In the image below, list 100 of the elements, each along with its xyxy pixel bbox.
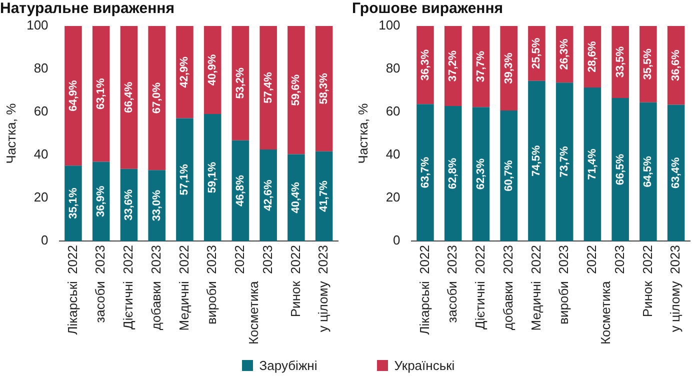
y-tick-label: 20 <box>34 190 48 205</box>
data-label: 42,9% <box>178 56 191 88</box>
x-tick-label: 2023 <box>444 245 460 274</box>
x-tick-label: 2022 <box>176 245 192 274</box>
data-label: 63,7% <box>419 156 432 188</box>
y-axis-title: Частка, % <box>3 102 18 164</box>
chart-title: Грошове вираження <box>352 0 504 18</box>
data-label: 53,2% <box>234 67 246 99</box>
data-label: 40,9% <box>206 54 219 86</box>
y-tick-label: 40 <box>34 146 48 162</box>
x-tick-label: 2022 <box>120 245 136 274</box>
data-label: 64,5% <box>642 156 654 188</box>
y-tick-label: 60 <box>34 104 48 119</box>
data-label: 39,3% <box>502 52 515 84</box>
data-label: 63,1% <box>95 78 108 110</box>
y-tick-label: 100 <box>378 18 400 33</box>
bar <box>232 26 250 140</box>
bar <box>64 166 82 242</box>
x-tick-label: 2023 <box>556 245 572 274</box>
x-tick-label: 2022 <box>640 245 655 274</box>
data-label: 74,5% <box>530 145 543 177</box>
text: Косметика <box>598 280 613 345</box>
bar <box>204 114 222 242</box>
text: Лікарські засоби <box>416 280 460 335</box>
bar <box>556 82 574 242</box>
legend-label: Зарубіжні <box>259 358 318 373</box>
y-tick-label: 80 <box>34 60 48 76</box>
bar <box>612 98 629 242</box>
x-tick-label: 2023 <box>668 245 683 274</box>
x-tick-label: 2023 <box>260 245 275 274</box>
data-label: 62,3% <box>475 158 487 190</box>
data-label: 35,1% <box>67 188 80 219</box>
x-tick-label: 2022 <box>288 245 303 274</box>
x-tick-label: 2022 <box>416 245 432 274</box>
bar <box>260 149 277 242</box>
bar <box>500 110 518 242</box>
data-label: 57,4% <box>262 72 274 104</box>
bar <box>148 26 166 170</box>
data-label: 36,6% <box>670 50 682 81</box>
data-label: 26,3% <box>558 38 571 70</box>
data-label: 36,9% <box>95 186 108 217</box>
bar <box>416 26 434 104</box>
bar <box>528 80 546 242</box>
bar <box>288 26 305 154</box>
data-label: 42,6% <box>262 179 274 211</box>
x-tick-label: 2022 <box>232 245 248 274</box>
bar <box>444 106 462 242</box>
x-tick-label: 2023 <box>204 245 220 274</box>
y-tick-label: 0 <box>41 232 48 248</box>
x-tick-label: 2022 <box>64 245 80 274</box>
x-tick-label: 2023 <box>612 245 627 274</box>
data-label: 37,7% <box>475 50 487 82</box>
y-tick-label: 80 <box>386 60 400 76</box>
bar <box>176 118 194 242</box>
bar <box>315 26 333 152</box>
x-tick-label: 2023 <box>92 245 108 274</box>
bar <box>667 104 685 242</box>
data-label: 71,4% <box>586 148 598 180</box>
bar <box>416 104 434 242</box>
data-label: 41,7% <box>318 180 330 212</box>
y-axis-title: Частка, % <box>355 102 370 164</box>
data-label: 66,4% <box>123 82 135 114</box>
data-label: 33,0% <box>150 190 163 222</box>
bar <box>176 26 194 118</box>
legend-label: Українські <box>394 358 455 373</box>
data-label: 46,8% <box>234 174 246 206</box>
bar <box>92 26 110 162</box>
text: Ринок у цілому <box>640 280 683 332</box>
text: Ринок у цілому <box>288 280 331 332</box>
data-label: 40,4% <box>290 182 302 214</box>
data-label: 66,5% <box>614 154 626 186</box>
data-label: 67,0% <box>150 82 163 114</box>
text: Косметика <box>246 280 261 345</box>
x-tick-label: 2022 <box>472 245 488 274</box>
data-label: 25,5% <box>530 38 543 70</box>
data-label: 60,7% <box>502 160 515 192</box>
data-label: 35,5% <box>642 48 654 80</box>
data-label: 28,6% <box>586 40 598 72</box>
y-tick-label: 60 <box>386 104 400 119</box>
bar <box>260 26 277 150</box>
data-label: 59,6% <box>290 74 302 106</box>
chart-title: Натуральне вираження <box>0 0 174 18</box>
data-label: 36,3% <box>419 49 432 81</box>
bar <box>64 26 82 166</box>
x-tick-label: 2022 <box>528 245 544 274</box>
bar <box>500 26 518 111</box>
y-tick-label: 20 <box>386 190 400 205</box>
bar <box>584 88 602 242</box>
x-tick-label: 2022 <box>584 245 600 274</box>
data-label: 33,6% <box>123 189 135 221</box>
text: Лікарські засоби <box>64 280 108 335</box>
data-label: 58,3% <box>318 72 330 104</box>
data-label: 33,5% <box>614 46 626 78</box>
y-tick-label: 40 <box>386 146 400 162</box>
data-label: 57,1% <box>178 164 191 196</box>
y-tick-label: 100 <box>26 18 48 33</box>
data-label: 37,2% <box>447 50 460 82</box>
x-tick-label: 2023 <box>500 245 516 274</box>
bar <box>288 154 305 242</box>
data-label: 73,7% <box>558 146 571 178</box>
